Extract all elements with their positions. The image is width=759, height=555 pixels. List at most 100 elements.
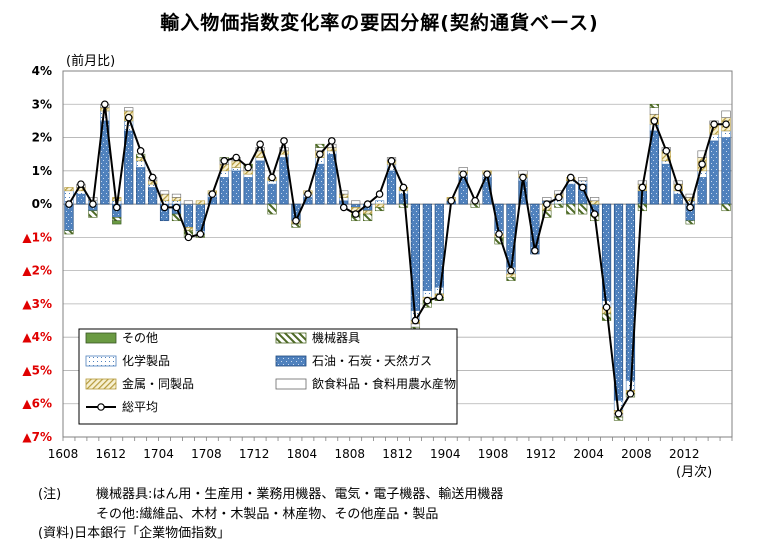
bar-machinery xyxy=(88,210,98,218)
total-point xyxy=(244,163,252,172)
total-point xyxy=(471,196,479,205)
bar-metals xyxy=(363,210,373,215)
bar-energy xyxy=(661,163,671,205)
total-point xyxy=(124,113,133,122)
y-tick-label: ▲7% xyxy=(22,430,52,444)
total-point xyxy=(256,140,264,149)
bar-metals xyxy=(231,160,241,168)
y-tick-label: 4% xyxy=(32,64,52,78)
total-point xyxy=(160,203,169,212)
x-tick-label: 1804 xyxy=(287,447,318,461)
bar-energy xyxy=(386,170,397,205)
total-point xyxy=(316,150,324,158)
bar-chemicals xyxy=(374,200,385,205)
x-tick-label: 2004 xyxy=(573,447,604,461)
total-point xyxy=(136,147,145,155)
y-tick-label: 1% xyxy=(32,164,52,178)
legend-swatch-energy xyxy=(275,355,307,367)
total-point xyxy=(435,293,444,302)
y-axis-ticks: 4% 3% 2% 1% 0% ▲1% ▲2% ▲3% ▲4% ▲5% ▲6% ▲7% xyxy=(22,64,52,444)
bar-metals xyxy=(195,200,205,205)
x-axis-unit-label: (月次) xyxy=(676,465,713,480)
bar-machinery xyxy=(554,203,564,208)
bar-food xyxy=(410,323,421,328)
bar-metals xyxy=(64,187,74,192)
bar-machinery xyxy=(291,223,301,228)
bar-machinery xyxy=(267,203,277,215)
total-point xyxy=(172,203,181,212)
note-other-definition: その他:繊維品、木材・木製品・林産物、その他産品・製品 xyxy=(96,507,439,522)
y-tick-label: 2% xyxy=(32,131,52,145)
bar-energy xyxy=(183,203,194,228)
bar-machinery xyxy=(64,230,74,235)
note-machinery-definition: 機械器具:はん用・生産用・業務用機器、電気・電子機器、輸送用機器 xyxy=(96,487,504,502)
bar-chemicals xyxy=(721,130,731,138)
legend-box xyxy=(78,328,458,425)
legend-label-chemicals: 化学製品 xyxy=(122,353,170,368)
total-point xyxy=(650,117,659,125)
legend-label-machinery: 機械器具 xyxy=(312,330,360,345)
total-point xyxy=(495,230,503,238)
chart-title: 輸入物価指数変化率の要因分解(契約通貨ベース) xyxy=(160,12,599,34)
legend-label-food: 飲食料品・食料用農水産物 xyxy=(312,376,456,391)
bar-machinery xyxy=(506,276,516,281)
x-tick-label: 1912 xyxy=(526,447,557,461)
bar-energy xyxy=(351,203,361,208)
total-point xyxy=(566,173,575,182)
legend-label-energy: 石油・石炭・天然ガス xyxy=(312,353,432,368)
y-tick-label: ▲6% xyxy=(22,397,52,411)
bar-energy xyxy=(697,177,707,205)
total-point xyxy=(112,203,121,212)
total-point xyxy=(292,216,300,225)
total-point xyxy=(626,389,635,398)
total-line xyxy=(68,104,727,417)
bar-machinery xyxy=(685,220,695,225)
total-point xyxy=(686,203,694,212)
x-tick-label: 1808 xyxy=(334,447,365,461)
bar-chemicals xyxy=(255,157,265,162)
x-tick-label: 2012 xyxy=(669,447,700,461)
total-point xyxy=(483,170,491,178)
bar-food xyxy=(458,167,468,172)
bar-chemicals xyxy=(339,197,349,202)
bar-chemicals xyxy=(231,167,241,172)
bar-food xyxy=(542,197,552,202)
bar-machinery xyxy=(374,207,385,212)
bar-food xyxy=(183,200,194,205)
bar-machinery xyxy=(398,203,409,208)
total-point xyxy=(375,190,384,198)
total-point xyxy=(65,200,73,208)
total-point xyxy=(531,246,539,255)
bar-food xyxy=(339,190,349,195)
y-axis-unit-label: (前月比) xyxy=(66,54,116,69)
total-point xyxy=(447,196,456,205)
legend-label-total: 総平均 xyxy=(122,400,158,414)
total-point xyxy=(710,120,718,129)
total-point xyxy=(543,200,551,208)
y-tick-label: ▲5% xyxy=(22,363,52,377)
legend-swatch-machinery xyxy=(275,332,307,344)
bar-machinery xyxy=(470,203,480,208)
bar-food xyxy=(697,150,707,158)
bar-metals xyxy=(374,203,385,208)
bar-energy xyxy=(721,137,731,205)
total-point xyxy=(101,100,109,109)
bar-energy xyxy=(709,140,719,205)
bar-energy xyxy=(422,203,432,291)
bar-chemicals xyxy=(171,200,182,205)
total-point xyxy=(662,147,671,155)
bar-energy xyxy=(147,187,158,205)
bar-chemicals xyxy=(243,173,253,178)
x-tick-label: 1712 xyxy=(239,447,270,461)
x-tick-label: 1608 xyxy=(48,447,79,461)
bar-chemicals xyxy=(136,160,146,168)
bar-machinery xyxy=(637,203,648,212)
total-point xyxy=(459,170,468,178)
bar-chemicals xyxy=(267,180,277,185)
total-point xyxy=(590,210,599,218)
y-tick-label: ▲4% xyxy=(22,330,52,344)
bar-energy xyxy=(613,203,624,401)
bar-metals xyxy=(243,170,253,175)
total-point xyxy=(519,173,527,182)
